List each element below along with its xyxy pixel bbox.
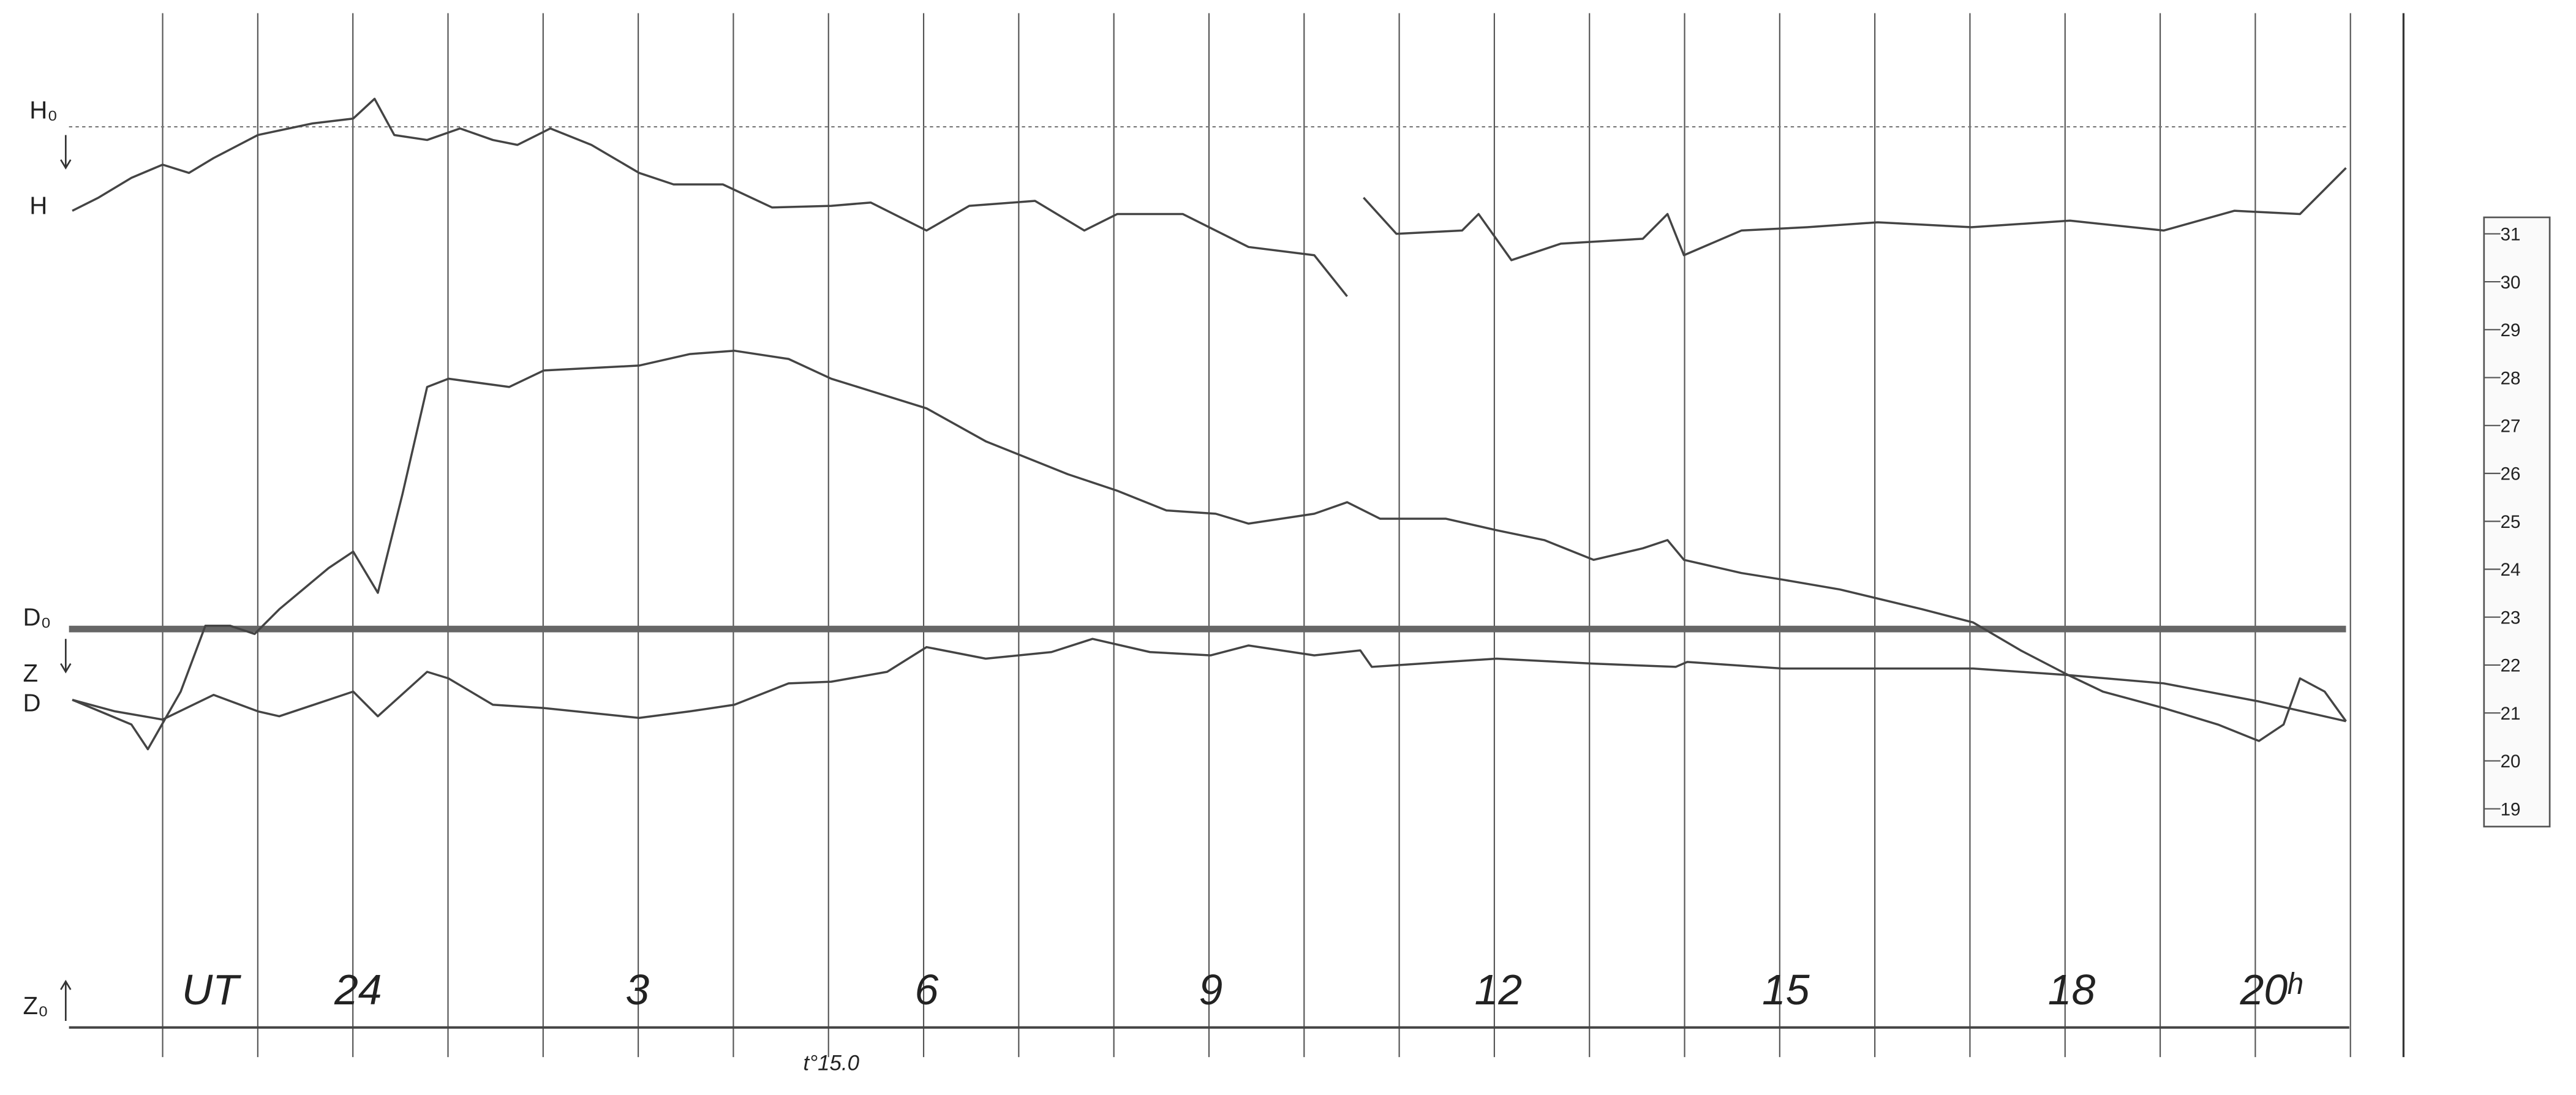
h-trace <box>72 97 1348 298</box>
hour-grid <box>162 13 2351 1058</box>
trace-label: Z₀ <box>23 992 48 1020</box>
temperature-note: t°15.0 <box>804 1052 860 1075</box>
time-label: 3 <box>625 966 649 1014</box>
scale-number: 23 <box>2501 608 2521 628</box>
scale-number: 31 <box>2501 225 2521 245</box>
trace-label: D <box>23 689 41 717</box>
h-arrow <box>60 135 72 170</box>
time-label: 9 <box>1199 966 1223 1014</box>
scale-number: 29 <box>2501 320 2521 341</box>
labels: H₀ H D₀ ZD Z₀ UT 24 3 6 9 12 15 18 20ʰ t°15.0 31 30 29 28 2… <box>23 97 2521 1075</box>
trace-label: H₀ <box>29 97 58 124</box>
z-arrow <box>60 979 72 1022</box>
h-trace-continued <box>1363 167 2347 262</box>
d-trace <box>72 349 2347 751</box>
trace-label: Z <box>23 660 39 687</box>
d-arrow <box>60 639 72 674</box>
scale-number: 26 <box>2501 464 2521 484</box>
scale-number: 22 <box>2501 656 2521 676</box>
scale-number: 25 <box>2501 512 2521 532</box>
time-label: 18 <box>2048 966 2096 1014</box>
time-label: 20ʰ <box>2240 966 2303 1014</box>
time-label: 15 <box>1762 966 1810 1014</box>
time-label: 6 <box>914 966 938 1014</box>
scale-number: 21 <box>2501 704 2521 724</box>
z-trace <box>72 638 2346 723</box>
trace-label: D₀ <box>23 604 51 631</box>
time-label: UT <box>182 966 241 1014</box>
trace-label: H <box>29 192 47 219</box>
scale-number: 30 <box>2501 273 2521 293</box>
time-label: 12 <box>1475 966 1523 1014</box>
time-label: 24 <box>334 966 382 1014</box>
scale-number: 19 <box>2501 799 2521 819</box>
scale-number: 24 <box>2501 560 2521 580</box>
scale-number: 27 <box>2501 416 2521 436</box>
scale-number: 20 <box>2501 751 2521 772</box>
scale-number: 28 <box>2501 368 2521 388</box>
